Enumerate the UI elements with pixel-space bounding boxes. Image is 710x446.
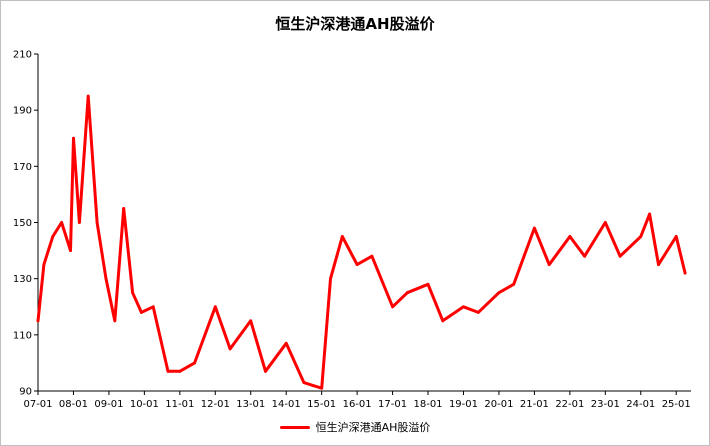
x-tick-label: 17-01 xyxy=(378,399,407,410)
x-tick-label: 20-01 xyxy=(484,399,513,410)
data-point xyxy=(462,305,465,309)
data-point xyxy=(532,226,536,230)
data-point xyxy=(113,319,117,323)
data-point xyxy=(497,291,501,295)
x-tick-label: 12-01 xyxy=(201,399,230,410)
data-point xyxy=(657,263,660,267)
data-point xyxy=(264,369,267,373)
data-point xyxy=(340,235,344,238)
x-tick-label: 19-01 xyxy=(449,399,478,410)
data-point xyxy=(104,277,108,281)
x-tick-label: 10-01 xyxy=(130,399,159,410)
data-point xyxy=(69,249,72,252)
data-point xyxy=(72,136,75,140)
x-tick-label: 25-01 xyxy=(662,399,691,410)
data-point xyxy=(284,341,288,345)
data-point xyxy=(639,235,643,238)
data-point xyxy=(60,221,64,224)
data-point xyxy=(77,221,81,224)
data-point xyxy=(512,282,516,286)
x-tick-label: 07-01 xyxy=(23,399,52,410)
legend-label: 恒生沪深港通AH股溢价 xyxy=(315,421,431,434)
data-point xyxy=(683,271,687,275)
legend: 恒生沪深港通AH股溢价 xyxy=(1,419,709,435)
chart-title: 恒生沪深港通AH股溢价 xyxy=(275,15,435,33)
data-point xyxy=(122,207,126,210)
x-tick-label: 24-01 xyxy=(626,399,655,410)
data-point xyxy=(603,221,607,224)
data-point xyxy=(42,263,46,267)
x-tick-label: 14-01 xyxy=(272,399,301,410)
data-point xyxy=(648,212,652,216)
data-point xyxy=(213,305,217,309)
data-point xyxy=(426,282,430,286)
data-point xyxy=(618,254,622,258)
x-tick-label: 22-01 xyxy=(555,399,584,410)
x-tick-label: 15-01 xyxy=(307,399,336,410)
x-tick-label: 13-01 xyxy=(236,399,265,410)
data-point xyxy=(51,235,55,238)
data-point xyxy=(311,383,315,387)
x-tick-label: 21-01 xyxy=(520,399,549,410)
data-point xyxy=(95,221,99,224)
data-point xyxy=(151,305,155,309)
y-tick-label: 210 xyxy=(13,50,32,61)
x-tick-label: 08-01 xyxy=(59,399,88,410)
data-point xyxy=(370,254,374,258)
data-point xyxy=(86,94,90,98)
data-point xyxy=(547,263,551,267)
data-point xyxy=(391,305,394,309)
data-point xyxy=(228,347,232,351)
x-tick-label: 18-01 xyxy=(413,399,442,410)
x-tick-label: 23-01 xyxy=(591,399,620,410)
y-tick-label: 130 xyxy=(13,274,32,285)
data-point xyxy=(178,369,182,373)
data-point xyxy=(674,235,678,238)
y-tick-label: 190 xyxy=(13,106,32,117)
data-point xyxy=(405,291,409,295)
x-tick-label: 11-01 xyxy=(165,399,194,410)
data-point xyxy=(329,277,332,281)
data-point xyxy=(166,369,170,373)
data-point xyxy=(140,310,143,314)
y-tick-label: 110 xyxy=(13,330,32,341)
x-tick-label: 16-01 xyxy=(343,399,372,410)
data-point xyxy=(36,319,40,323)
data-point xyxy=(302,381,306,384)
data-point xyxy=(583,254,587,258)
data-point xyxy=(355,263,359,267)
data-point xyxy=(320,386,324,390)
y-tick-label: 150 xyxy=(13,218,32,229)
data-point xyxy=(193,361,197,365)
data-point xyxy=(249,319,253,323)
data-point xyxy=(131,291,134,295)
series-line xyxy=(36,94,687,390)
legend-swatch xyxy=(279,425,310,429)
data-point xyxy=(441,319,445,323)
y-tick-label: 170 xyxy=(13,162,32,173)
data-point xyxy=(568,235,572,238)
y-tick-label: 90 xyxy=(19,387,32,398)
data-point xyxy=(476,310,480,314)
x-tick-label: 09-01 xyxy=(94,399,123,410)
